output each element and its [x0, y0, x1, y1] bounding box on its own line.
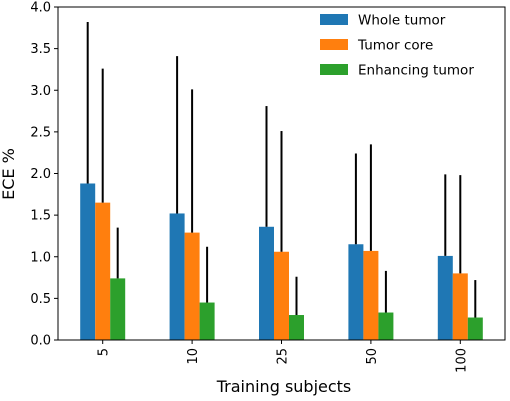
bar — [259, 226, 274, 340]
bar — [274, 251, 289, 340]
bar — [80, 183, 96, 340]
bar — [467, 317, 483, 340]
x-axis-label: Training subjects — [216, 377, 352, 396]
bar — [199, 302, 215, 340]
bar — [437, 255, 453, 340]
legend-swatch — [320, 64, 348, 75]
bar — [95, 202, 111, 340]
bar — [289, 315, 304, 340]
legend-swatch — [320, 39, 348, 50]
plot-frame — [57, 6, 506, 341]
y-tick-label: 4.0 — [30, 1, 51, 16]
y-tick-label: 2.0 — [30, 167, 51, 182]
bar — [169, 213, 185, 340]
legend-label: Tumor core — [357, 38, 433, 54]
x-tick-label: 10 — [186, 348, 201, 365]
bar — [348, 244, 364, 340]
bar — [184, 232, 200, 340]
axes-layer: 5 10 25 50 100 0.0 0.5 1.0 1.5 2.0 2.5 3.0 3.5 4.0 — [30, 1, 506, 373]
bars-layer — [80, 183, 483, 340]
bar — [452, 273, 468, 340]
y-tick-label: 0.0 — [30, 334, 51, 349]
x-tick-label: 25 — [276, 348, 291, 365]
bar — [363, 250, 379, 340]
y-tick-label: 3.0 — [30, 84, 51, 99]
legend-label: Enhancing tumor — [358, 63, 474, 79]
x-tick-label: 100 — [454, 348, 469, 373]
y-tick-label: 0.5 — [30, 292, 51, 307]
legend-label: Whole tumor — [358, 13, 446, 29]
y-tick-label: 2.5 — [30, 125, 51, 140]
y-tick-label: 3.5 — [30, 42, 51, 57]
legend: Whole tumor Tumor core Enhancing tumor — [320, 13, 474, 79]
error-bars-layer — [86, 21, 477, 318]
bar — [110, 278, 126, 340]
x-tick-label: 5 — [97, 348, 112, 356]
bar — [378, 312, 394, 340]
y-axis-label: ECE % — [0, 148, 18, 200]
y-tick-label: 1.0 — [30, 250, 51, 265]
legend-swatch — [320, 14, 348, 25]
y-tick-label: 1.5 — [30, 209, 51, 224]
x-tick-label: 50 — [365, 348, 380, 365]
